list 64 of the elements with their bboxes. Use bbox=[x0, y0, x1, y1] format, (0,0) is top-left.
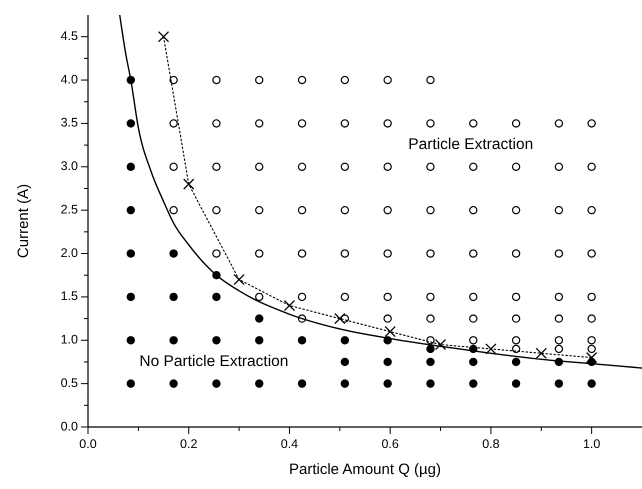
point bbox=[469, 379, 478, 388]
point bbox=[212, 292, 221, 302]
point bbox=[340, 358, 350, 366]
point bbox=[126, 292, 136, 302]
point bbox=[512, 358, 520, 366]
x-tick-label: 0.6 bbox=[381, 437, 399, 451]
point bbox=[126, 119, 136, 128]
y-tick-label: 4.5 bbox=[60, 28, 78, 43]
y-tick-label: 2.0 bbox=[60, 246, 78, 260]
point bbox=[298, 336, 306, 344]
point bbox=[485, 343, 497, 355]
y-tick-label: 0.0 bbox=[60, 419, 78, 434]
y-tick-label: 3.5 bbox=[60, 116, 78, 130]
point bbox=[383, 379, 392, 388]
point bbox=[126, 162, 136, 171]
point bbox=[434, 338, 446, 350]
point bbox=[384, 326, 396, 338]
point bbox=[512, 379, 520, 388]
point bbox=[169, 249, 178, 258]
point bbox=[334, 312, 346, 324]
point bbox=[126, 379, 136, 388]
point bbox=[586, 352, 598, 364]
y-tick-label: 3.0 bbox=[60, 159, 78, 174]
point bbox=[536, 348, 547, 359]
point bbox=[426, 358, 435, 366]
point bbox=[587, 379, 596, 388]
point bbox=[126, 249, 136, 258]
x-tick-label: 1.0 bbox=[582, 437, 600, 451]
y-tick-label: 1.5 bbox=[60, 289, 78, 304]
point bbox=[183, 178, 194, 190]
point bbox=[426, 344, 435, 354]
point bbox=[340, 379, 350, 388]
point bbox=[554, 379, 564, 388]
point bbox=[255, 336, 264, 344]
y-tick-label: 2.5 bbox=[60, 202, 78, 216]
line-series bbox=[119, 15, 642, 369]
x-axis-title: Particle Amount Q (µg) bbox=[288, 461, 442, 478]
y-axis-title: Current (A) bbox=[15, 184, 32, 258]
point bbox=[126, 206, 136, 214]
x-tick-label: 0.4 bbox=[280, 437, 298, 451]
point bbox=[284, 300, 296, 312]
point bbox=[233, 274, 245, 286]
point bbox=[212, 379, 221, 388]
point bbox=[158, 31, 170, 42]
annotation: No Particle Extraction bbox=[139, 353, 288, 370]
y-tick-label: 4.0 bbox=[60, 72, 78, 86]
point bbox=[169, 336, 178, 344]
point bbox=[383, 358, 392, 366]
point bbox=[255, 379, 264, 388]
x-tick-label: 0.2 bbox=[180, 437, 198, 451]
annotation: Particle Extraction bbox=[408, 136, 534, 154]
point bbox=[255, 314, 264, 323]
point bbox=[169, 292, 178, 302]
x-tick-label: 0.0 bbox=[79, 437, 97, 451]
point bbox=[469, 358, 478, 366]
point bbox=[298, 379, 306, 388]
y-tick-label: 1.0 bbox=[60, 332, 78, 347]
y-tick-label: 0.5 bbox=[60, 376, 78, 390]
point bbox=[426, 379, 435, 388]
point bbox=[169, 379, 178, 388]
point bbox=[126, 336, 136, 344]
point bbox=[340, 336, 350, 344]
point bbox=[212, 336, 221, 344]
x-tick-label: 0.8 bbox=[482, 437, 500, 451]
